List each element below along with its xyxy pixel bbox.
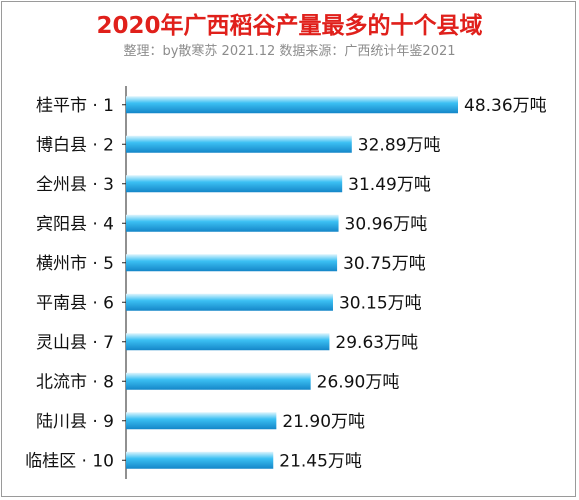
category-label: 全州县 · 3 bbox=[36, 175, 114, 195]
category-label: 横州市 · 5 bbox=[36, 254, 114, 274]
category-label: 博白县 · 2 bbox=[36, 135, 114, 155]
value-label: 30.15万吨 bbox=[339, 293, 422, 313]
category-label: 陆川县 · 9 bbox=[36, 412, 114, 432]
value-label: 30.75万吨 bbox=[343, 254, 426, 274]
chart-title: 2020年广西稻谷产量最多的十个县域 bbox=[96, 13, 483, 39]
bar bbox=[126, 451, 274, 469]
category-label: 临桂区 · 10 bbox=[25, 451, 114, 471]
value-label: 30.96万吨 bbox=[345, 214, 428, 234]
value-label: 29.63万吨 bbox=[335, 333, 418, 353]
category-label: 灵山县 · 7 bbox=[36, 333, 114, 353]
category-label: 桂平市 · 1 bbox=[36, 96, 114, 116]
category-label: 北流市 · 8 bbox=[36, 372, 114, 392]
bar bbox=[126, 214, 339, 232]
value-label: 32.89万吨 bbox=[358, 135, 441, 155]
value-label: 21.45万吨 bbox=[279, 451, 362, 471]
bar bbox=[126, 412, 277, 430]
chart-subtitle: 整理：by散寒苏 2021.12 数据来源：广西统计年鉴2021 bbox=[123, 44, 456, 59]
value-label: 26.90万吨 bbox=[317, 372, 400, 392]
bar bbox=[126, 293, 333, 311]
value-label: 48.36万吨 bbox=[464, 96, 547, 116]
bar bbox=[126, 175, 343, 193]
bar bbox=[126, 135, 352, 153]
bar bbox=[126, 96, 458, 114]
category-label: 宾阳县 · 4 bbox=[36, 214, 114, 234]
value-label: 21.90万吨 bbox=[282, 412, 365, 432]
bar bbox=[126, 333, 330, 351]
value-label: 31.49万吨 bbox=[348, 175, 431, 195]
bar bbox=[126, 254, 338, 272]
category-label: 平南县 · 6 bbox=[36, 293, 114, 313]
bar bbox=[126, 372, 311, 390]
